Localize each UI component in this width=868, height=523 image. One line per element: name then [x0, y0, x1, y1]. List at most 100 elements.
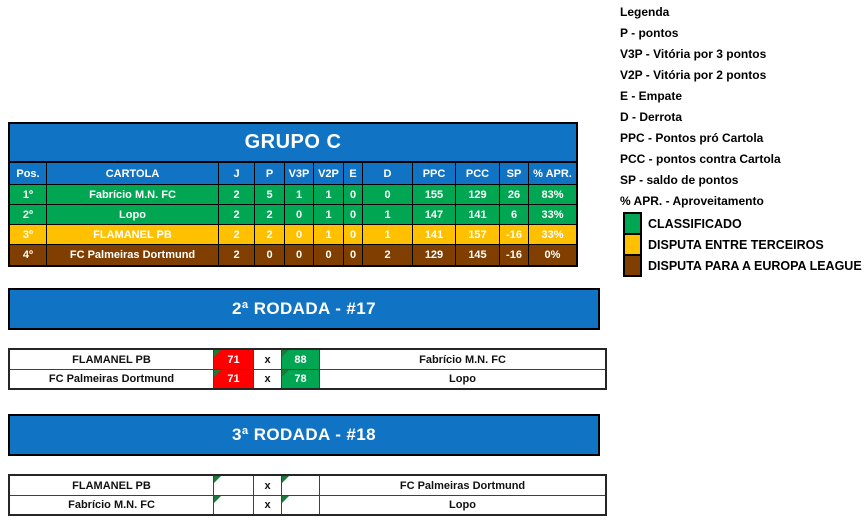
- cell-pcc[interactable]: 145: [456, 245, 500, 265]
- cell-flag-corner-icon: [282, 350, 289, 357]
- cell-sp[interactable]: -16: [500, 245, 529, 265]
- away-team-cell[interactable]: Fabrício M.N. FC: [419, 353, 506, 366]
- home-score-cell[interactable]: 71: [214, 350, 254, 369]
- cell-ppc[interactable]: 147: [413, 205, 456, 225]
- away-team-cell[interactable]: Lopo: [320, 369, 605, 388]
- legend-item: PPC - Pontos pró Cartola: [620, 131, 764, 145]
- cell-e[interactable]: 0: [344, 245, 363, 265]
- cell-e[interactable]: 0: [344, 185, 363, 205]
- cell-v3p[interactable]: 0: [285, 225, 314, 245]
- legend-item: SP - saldo de pontos: [620, 173, 739, 187]
- vs-separator-cell: x: [254, 476, 282, 495]
- home-score-cell[interactable]: [214, 495, 254, 514]
- cell-pos[interactable]: 3º: [10, 225, 47, 245]
- legend: Legenda P - pontos V3P - Vitória por 3 po…: [620, 2, 862, 277]
- cell-apr[interactable]: 0%: [529, 245, 576, 265]
- cell-pos[interactable]: 1º: [10, 185, 47, 205]
- cell-pos[interactable]: 2º: [10, 205, 47, 225]
- home-team-cell[interactable]: Fabrício M.N. FC: [10, 495, 214, 514]
- cell-flag-corner-icon: [282, 370, 289, 377]
- cell-ppc[interactable]: 141: [413, 225, 456, 245]
- cell-apr[interactable]: 33%: [529, 225, 576, 245]
- round-17-banner[interactable]: 2ª RODADA - #17: [8, 288, 600, 330]
- cell-j[interactable]: 2: [219, 205, 255, 225]
- column-header-p[interactable]: P: [255, 163, 285, 185]
- column-header-e[interactable]: E: [344, 163, 363, 185]
- cell-p[interactable]: 2: [255, 225, 285, 245]
- legend-title: Legenda: [620, 5, 670, 19]
- group-title[interactable]: GRUPO C: [10, 124, 576, 163]
- home-score-cell[interactable]: 71: [214, 369, 254, 388]
- cell-ppc[interactable]: 129: [413, 245, 456, 265]
- cell-sp[interactable]: 6: [500, 205, 529, 225]
- cell-v3p[interactable]: 1: [285, 185, 314, 205]
- cell-flag-corner-icon: [214, 370, 221, 377]
- cell-v2p[interactable]: 1: [314, 205, 344, 225]
- cell-sp[interactable]: -16: [500, 225, 529, 245]
- away-team-cell[interactable]: FC Palmeiras Dortmund: [399, 479, 526, 492]
- column-header-apr[interactable]: % APR.: [529, 163, 576, 185]
- match-row: FC Palmeiras Dortmund 71 x 78 Lopo: [10, 369, 605, 388]
- cell-j[interactable]: 2: [219, 185, 255, 205]
- column-header-ppc[interactable]: PPC: [413, 163, 456, 185]
- group-standings-table: GRUPO C Pos. CARTOLA J P V3P V2P E D PPC PCC SP% A…: [8, 122, 578, 267]
- round-18-match-table: FLAMANEL PB x FC Palmeiras Dortmund Fabr…: [8, 474, 607, 516]
- away-score-cell[interactable]: 88: [282, 350, 320, 369]
- away-score-value: 88: [294, 353, 307, 366]
- cell-v2p[interactable]: 1: [314, 225, 344, 245]
- cell-cartola[interactable]: Fabrício M.N. FC: [47, 185, 219, 205]
- away-team-cell[interactable]: Lopo: [320, 495, 605, 514]
- away-score-cell[interactable]: 78: [282, 369, 320, 388]
- cell-d[interactable]: 1: [363, 225, 413, 245]
- cell-e[interactable]: 0: [344, 205, 363, 225]
- home-score-value: 71: [227, 353, 240, 366]
- column-header-j[interactable]: J: [219, 163, 255, 185]
- away-score-cell[interactable]: [282, 495, 320, 514]
- home-team-cell[interactable]: FLAMANEL PB: [10, 476, 214, 495]
- cell-pcc[interactable]: 129: [456, 185, 500, 205]
- round-18-banner[interactable]: 3ª RODADA - #18: [8, 414, 600, 456]
- column-header-cartola[interactable]: CARTOLA: [47, 163, 219, 185]
- cell-d[interactable]: 2: [363, 245, 413, 265]
- cell-apr[interactable]: 83%: [529, 185, 576, 205]
- cell-flag-corner-icon: [282, 496, 289, 503]
- cell-cartola[interactable]: FLAMANEL PB: [47, 225, 219, 245]
- column-header-pcc[interactable]: PCC: [456, 163, 500, 185]
- cell-pcc[interactable]: 141: [456, 205, 500, 225]
- cell-v3p[interactable]: 0: [285, 245, 314, 265]
- cell-p[interactable]: 2: [255, 205, 285, 225]
- cell-pcc[interactable]: 157: [456, 225, 500, 245]
- cell-v2p[interactable]: 0: [314, 245, 344, 265]
- column-header-d[interactable]: D: [363, 163, 413, 185]
- cell-flag-corner-icon: [214, 496, 221, 503]
- column-header-v2p[interactable]: V2P: [314, 163, 344, 185]
- cell-v2p[interactable]: 1: [314, 185, 344, 205]
- legend-item: % APR. - Aproveitamento: [620, 194, 764, 208]
- cell-p[interactable]: 5: [255, 185, 285, 205]
- home-team-cell[interactable]: FC Palmeiras Dortmund: [10, 369, 214, 388]
- cell-flag-corner-icon: [282, 476, 289, 483]
- cell-cartola[interactable]: FC Palmeiras Dortmund: [47, 245, 219, 265]
- home-score-cell[interactable]: [214, 476, 254, 495]
- cell-p[interactable]: 0: [255, 245, 285, 265]
- cell-ppc[interactable]: 155: [413, 185, 456, 205]
- away-score-cell[interactable]: [282, 476, 320, 495]
- home-team-cell[interactable]: FLAMANEL PB: [10, 350, 214, 369]
- cell-cartola[interactable]: Lopo: [47, 205, 219, 225]
- cell-d[interactable]: 0: [363, 185, 413, 205]
- cell-v3p[interactable]: 0: [285, 205, 314, 225]
- cell-pos[interactable]: 4º: [10, 245, 47, 265]
- cell-d[interactable]: 1: [363, 205, 413, 225]
- cell-j[interactable]: 2: [219, 225, 255, 245]
- cell-apr[interactable]: 33%: [529, 205, 576, 225]
- cell-sp[interactable]: 26: [500, 185, 529, 205]
- column-header-pos[interactable]: Pos.: [10, 163, 47, 185]
- round-18-title: 3ª RODADA - #18: [232, 425, 376, 444]
- cell-j[interactable]: 2: [219, 245, 255, 265]
- round-17-title: 2ª RODADA - #17: [232, 299, 376, 318]
- cell-e[interactable]: 0: [344, 225, 363, 245]
- column-header-sp[interactable]: SP: [500, 163, 529, 185]
- column-header-v3p[interactable]: V3P: [285, 163, 314, 185]
- legend-item: P - pontos: [620, 26, 679, 40]
